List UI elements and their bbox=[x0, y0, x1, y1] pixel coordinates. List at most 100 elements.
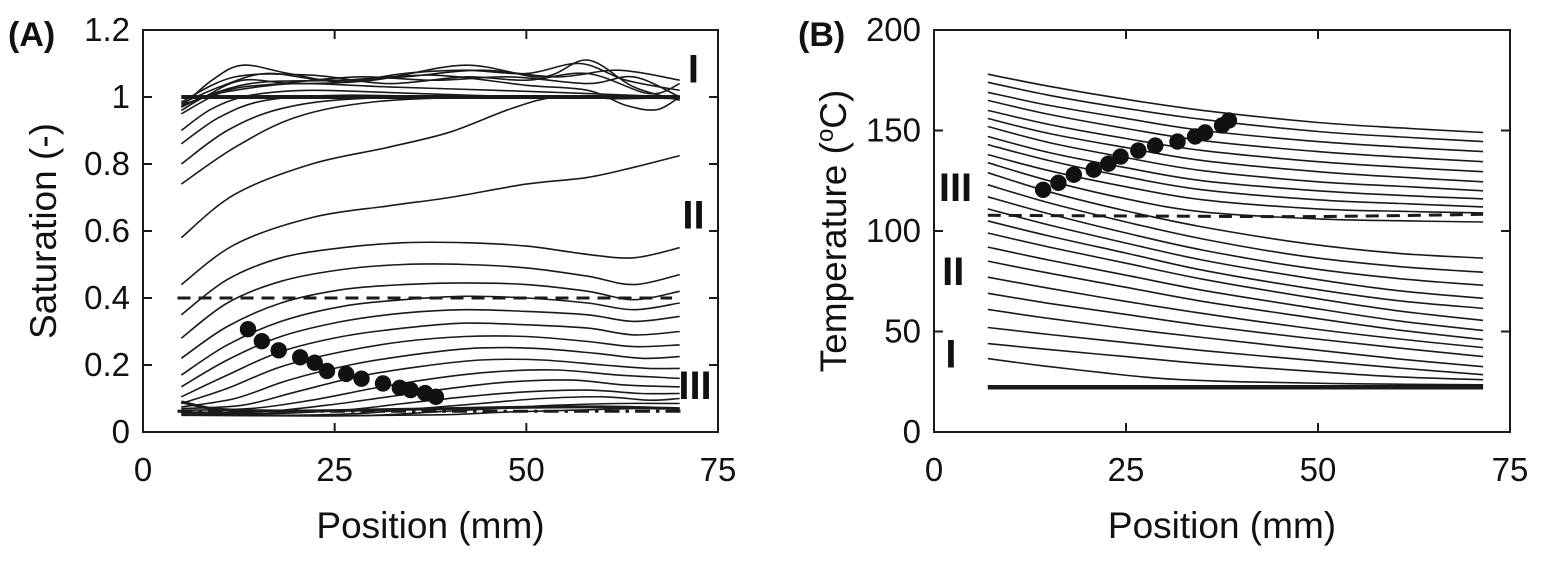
front-position-marker bbox=[338, 365, 355, 383]
y-tick-label: 1 bbox=[112, 78, 130, 115]
y-tick-label: 0 bbox=[112, 413, 130, 450]
profile-curve-snapshot-24 bbox=[987, 342, 1484, 381]
profile-curve-snapshot-13 bbox=[987, 184, 1484, 273]
profile-curve-snapshot-29 bbox=[181, 407, 680, 417]
panel-letter: (B) bbox=[798, 16, 845, 54]
profile-curve-snapshot-20 bbox=[180, 322, 680, 398]
front-position-marker bbox=[1147, 137, 1164, 154]
panel-letter: (A) bbox=[8, 16, 55, 54]
profile-curve-snapshot-band-5 bbox=[180, 75, 681, 115]
y-tick-label: 100 bbox=[866, 212, 921, 249]
front-position-marker bbox=[1130, 142, 1147, 159]
profile-curve-snapshot-18 bbox=[987, 246, 1484, 332]
profile-curve-snapshot-22 bbox=[181, 346, 680, 408]
profile-curve-snapshot-07 bbox=[987, 125, 1484, 192]
profile-curve-snapshot-22 bbox=[987, 308, 1484, 368]
profile-curve-snapshot-08 bbox=[180, 82, 680, 108]
y-axis-title: Saturation (-) bbox=[23, 123, 64, 339]
front-position-marker bbox=[1065, 166, 1083, 183]
front-position-marker bbox=[1169, 133, 1186, 150]
front-position-marker bbox=[374, 375, 392, 392]
y-tick-label: 0 bbox=[903, 413, 921, 450]
front-position-marker bbox=[402, 381, 419, 399]
profile-curve-snapshot-17 bbox=[180, 282, 680, 359]
region-label-III: III bbox=[678, 364, 711, 408]
front-position-marker bbox=[1196, 124, 1214, 141]
profile-curve-snapshot-14 bbox=[987, 196, 1484, 287]
profile-curve-snapshot-16 bbox=[987, 220, 1484, 310]
front-position-marker bbox=[1085, 161, 1102, 178]
profile-curve-snapshot-band-1 bbox=[180, 62, 680, 108]
region-label-I: I bbox=[688, 48, 699, 92]
y-tick-label: 0.4 bbox=[84, 279, 130, 316]
profile-curve-snapshot-band-2 bbox=[180, 69, 680, 105]
profile-curve-snapshot-20 bbox=[987, 276, 1484, 349]
profile-curve-snapshot-11 bbox=[180, 96, 680, 165]
profile-curve-snapshot-band-3 bbox=[180, 59, 680, 112]
profile-curve-snapshot-21 bbox=[987, 292, 1484, 358]
x-tick-label: 75 bbox=[700, 451, 737, 488]
boiling-temperature-dashed bbox=[987, 212, 1484, 219]
region-label-I: I bbox=[945, 333, 956, 377]
profile-curve-snapshot-01 bbox=[987, 73, 1484, 134]
profile-curve-snapshot-13 bbox=[180, 95, 680, 239]
front-position-marker bbox=[1034, 181, 1052, 198]
x-tick-label: 25 bbox=[1108, 451, 1145, 488]
y-tick-label: 1.2 bbox=[84, 11, 130, 48]
x-tick-label: 50 bbox=[1300, 451, 1337, 488]
profile-curve-snapshot-09 bbox=[987, 143, 1484, 208]
front-position-marker bbox=[253, 333, 270, 350]
y-axis-title: Temperature (oC) bbox=[812, 90, 854, 373]
y-tick-label: 50 bbox=[884, 313, 921, 350]
profile-curve-snapshot-12 bbox=[180, 95, 680, 185]
region-label-III: III bbox=[939, 166, 972, 210]
profile-curve-snapshot-26 bbox=[181, 389, 680, 415]
x-tick-label: 50 bbox=[508, 451, 545, 488]
profile-curve-snapshot-10 bbox=[987, 153, 1484, 214]
profile-curve-snapshot-24 bbox=[181, 369, 680, 411]
profile-curve-snapshot-15 bbox=[987, 208, 1484, 300]
profile-curve-snapshot-15 bbox=[180, 241, 680, 316]
front-position-marker bbox=[318, 362, 336, 380]
front-position-marker bbox=[292, 349, 309, 366]
region-label-II: II bbox=[682, 193, 704, 237]
profile-curve-snapshot-05 bbox=[987, 109, 1484, 173]
y-tick-label: 200 bbox=[866, 11, 921, 48]
front-position-marker bbox=[1220, 112, 1238, 129]
front-position-marker bbox=[239, 321, 257, 338]
front-position-marker bbox=[270, 342, 287, 359]
profile-curve-snapshot-11 bbox=[987, 161, 1484, 223]
y-tick-label: 0.2 bbox=[84, 346, 130, 383]
profile-curve-snapshot-21 bbox=[181, 335, 680, 405]
profile-curve-snapshot-04 bbox=[987, 99, 1484, 163]
region-label-II: II bbox=[942, 250, 964, 294]
front-position-marker bbox=[1100, 155, 1117, 172]
profile-curve-snapshot-08 bbox=[987, 135, 1484, 200]
front-position-marker bbox=[1112, 148, 1129, 165]
x-axis-title: Position (mm) bbox=[1108, 505, 1336, 546]
front-position-marker bbox=[1050, 174, 1067, 191]
profile-curve-snapshot-14 bbox=[180, 154, 680, 286]
profile-curve-snapshot-23 bbox=[987, 326, 1484, 376]
profile-curve-snapshot-06 bbox=[987, 117, 1484, 183]
profile-curve-snapshot-25 bbox=[987, 357, 1484, 386]
profile-curve-snapshot-band-6 bbox=[181, 74, 681, 111]
profile-curve-snapshot-17 bbox=[987, 232, 1484, 322]
front-position-marker bbox=[306, 354, 323, 371]
y-tick-label: 150 bbox=[866, 112, 921, 149]
profile-curve-late-time-envelope bbox=[180, 400, 680, 413]
y-tick-label: 0.8 bbox=[84, 145, 130, 182]
x-tick-label: 0 bbox=[925, 451, 943, 488]
profile-curve-snapshot-16 bbox=[180, 263, 680, 339]
front-position-marker bbox=[427, 388, 445, 405]
profile-curve-snapshot-10 bbox=[180, 94, 680, 145]
y-tick-label: 0.6 bbox=[84, 212, 130, 249]
x-axis-title: Position (mm) bbox=[316, 505, 544, 546]
front-position-marker bbox=[353, 370, 370, 387]
x-tick-label: 75 bbox=[1492, 451, 1529, 488]
profile-curve-snapshot-02 bbox=[987, 81, 1484, 143]
profile-curve-snapshot-19 bbox=[180, 308, 680, 388]
x-tick-label: 25 bbox=[316, 451, 353, 488]
